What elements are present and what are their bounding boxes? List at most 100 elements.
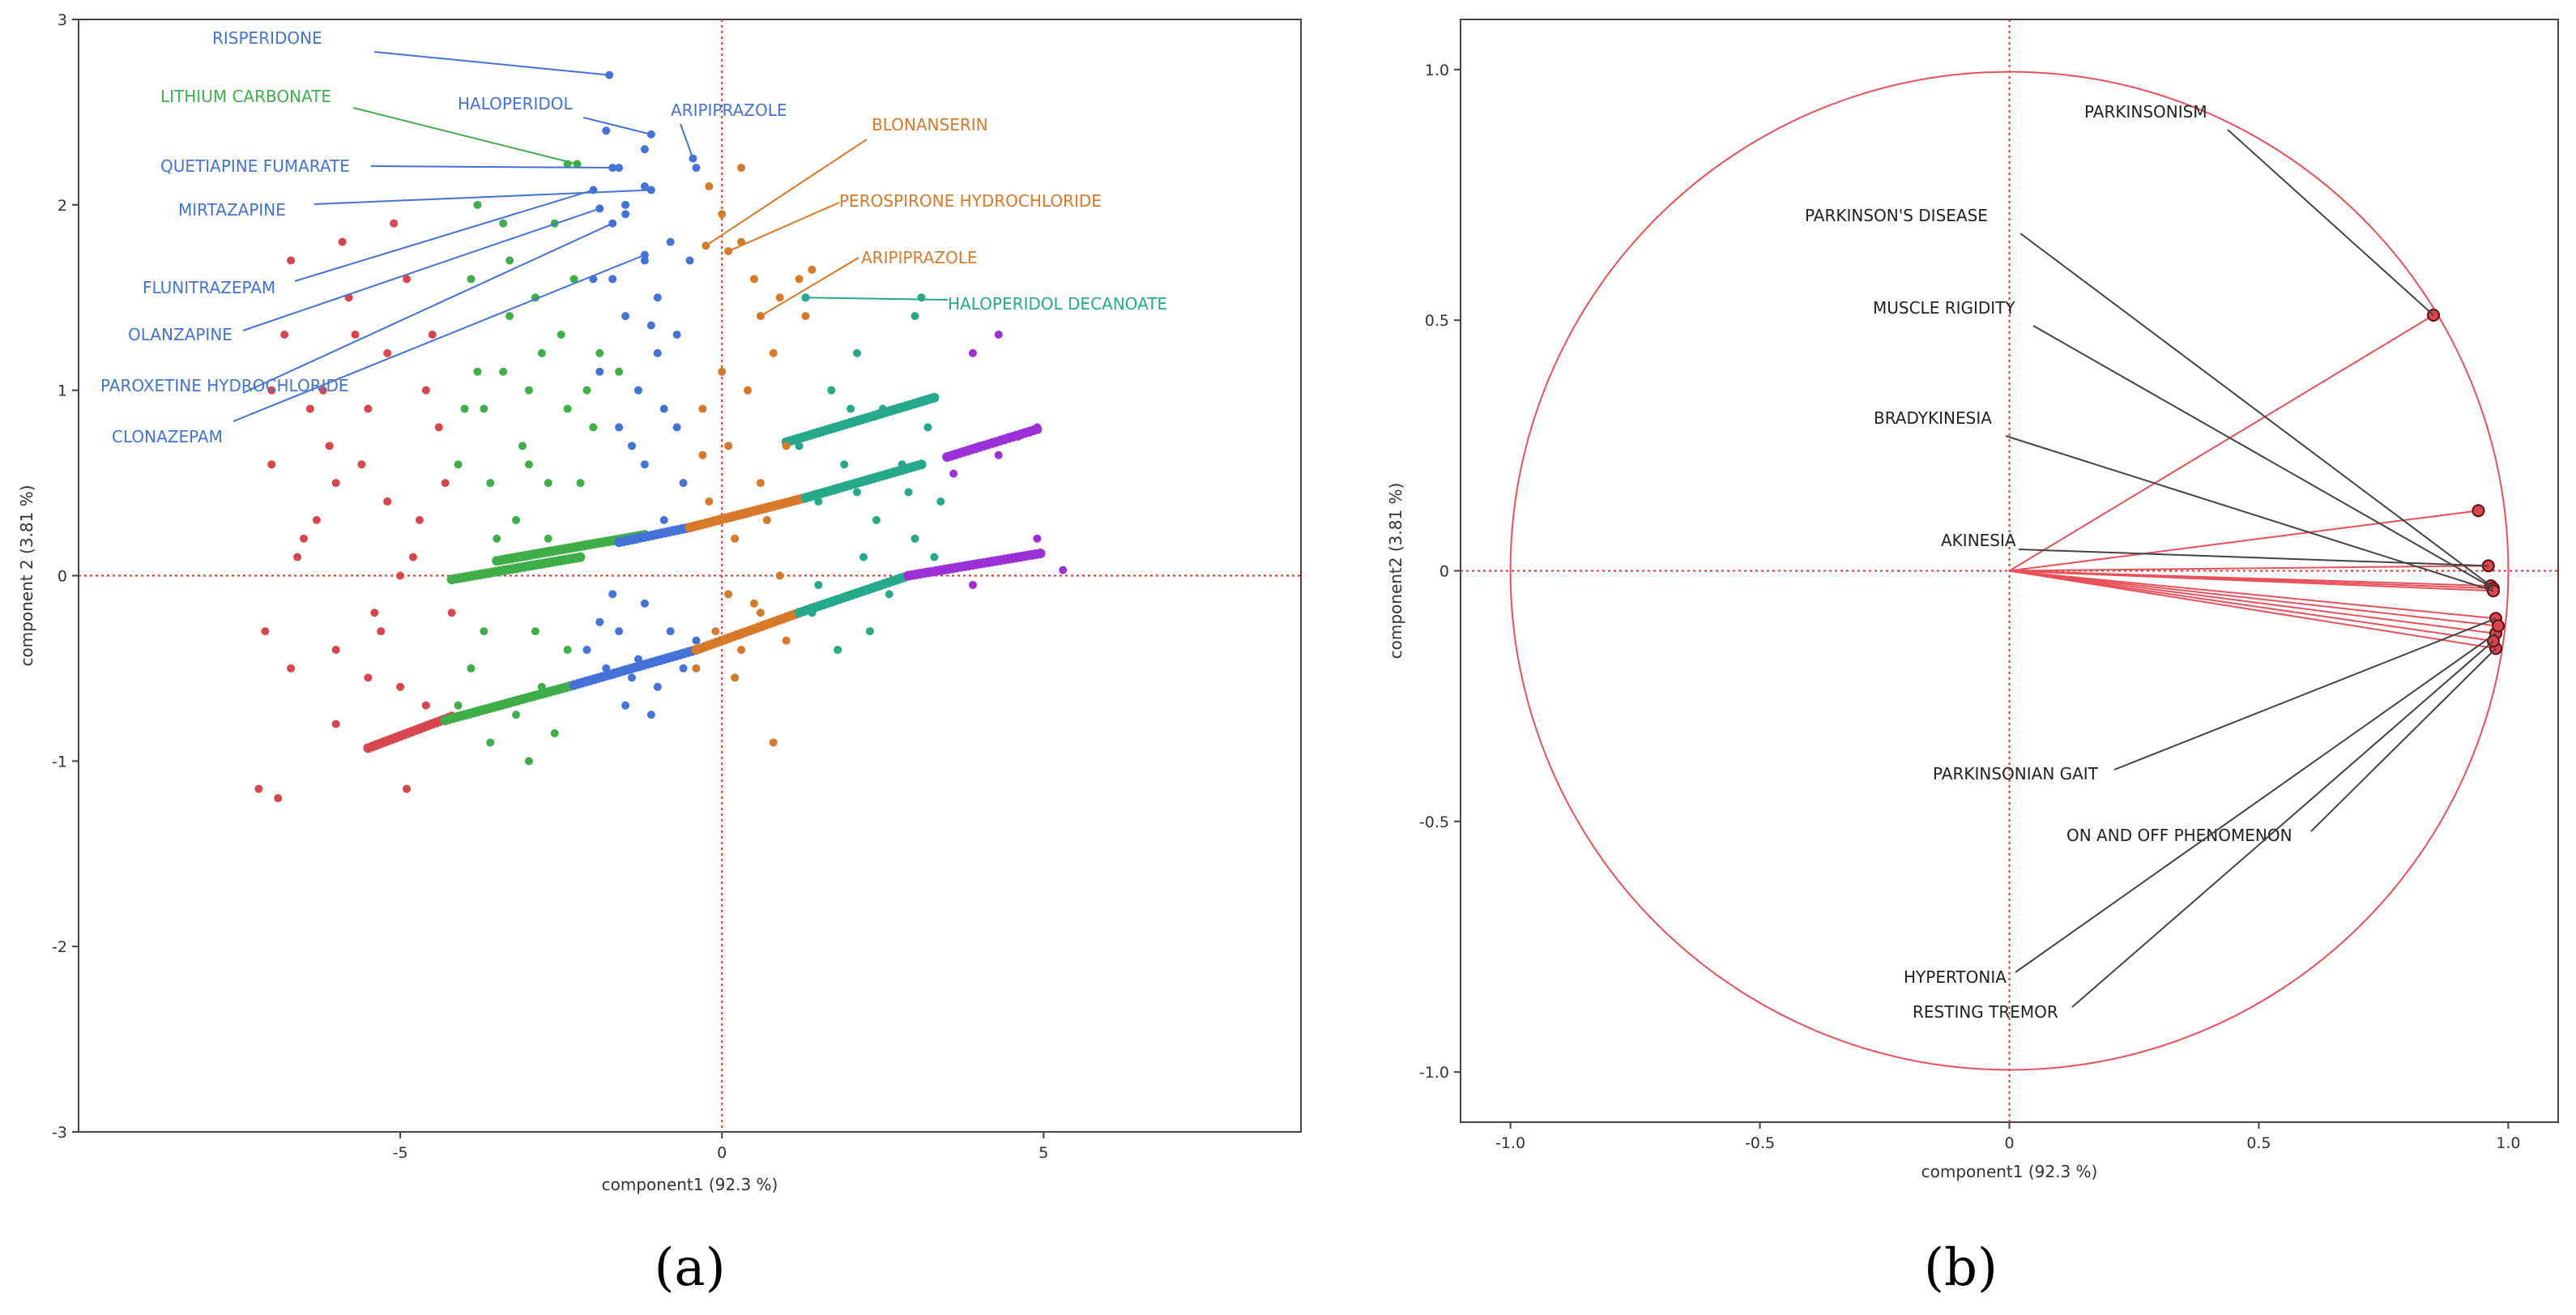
data-point — [646, 711, 655, 719]
loading-vector — [2009, 565, 2489, 572]
annotation-label: ARIPIPRAZOLE — [861, 248, 978, 267]
data-point — [287, 256, 296, 265]
data-point — [569, 275, 578, 284]
data-point — [499, 367, 508, 376]
loading-point — [2492, 619, 2506, 633]
annotation-label: ON AND OFF PHENOMENON — [2066, 826, 2292, 845]
data-point — [608, 590, 617, 599]
data-point — [718, 367, 727, 376]
data-point — [731, 673, 740, 682]
data-point — [711, 627, 720, 636]
data-point — [403, 784, 412, 793]
data-point — [582, 386, 591, 395]
annotation-leader-line — [313, 189, 651, 205]
y-tick-label: -0.5 — [1419, 813, 1449, 831]
x-tick-label: -5 — [393, 1144, 408, 1162]
loading-vector — [2009, 570, 2493, 592]
data-point — [364, 673, 373, 682]
data-point — [512, 515, 521, 524]
data-point — [659, 404, 668, 413]
data-point — [621, 312, 630, 321]
data-point — [1013, 432, 1022, 441]
data-point — [916, 459, 927, 470]
panel-b-ticks: -1.0 -0.5 0 0.5 1.0 -1.0 -0.5 0 0.5 1.0 — [1419, 62, 2521, 1152]
data-point — [685, 256, 694, 265]
data-point — [756, 608, 765, 617]
data-point — [885, 590, 893, 599]
annotation-leader-line — [2113, 617, 2497, 771]
data-point — [731, 534, 740, 543]
panel-a-x-axis-label: component1 (92.3 %) — [602, 1175, 778, 1194]
data-point — [911, 534, 919, 543]
annotation-label: PAROXETINE HYDROCHLORIDE — [100, 376, 349, 395]
annotation-label: BRADYKINESIA — [1874, 408, 1992, 428]
data-point — [499, 219, 508, 228]
data-point — [775, 293, 784, 302]
panel-b-caption: (b) — [1924, 1238, 1998, 1298]
annotation-leader-line — [2310, 647, 2497, 832]
data-point — [467, 664, 476, 672]
data-point — [621, 200, 630, 209]
data-point — [602, 126, 611, 135]
data-point — [1033, 534, 1042, 543]
data-point — [640, 256, 649, 265]
data-point — [628, 673, 637, 682]
data-point — [274, 794, 283, 803]
panel-a-caption: (a) — [654, 1238, 725, 1298]
data-point — [633, 655, 642, 664]
annotation-label: HALOPERIDOL — [458, 94, 574, 113]
data-point — [557, 331, 565, 339]
data-point — [338, 237, 347, 246]
annotation-leader-line — [2032, 325, 2494, 590]
annotation-label: MIRTAZAPINE — [178, 200, 286, 220]
data-point — [486, 479, 495, 488]
data-point — [692, 664, 701, 672]
annotation-leader-line — [2227, 129, 2434, 316]
y-tick-label: 0 — [1439, 563, 1449, 581]
data-point — [305, 404, 314, 413]
data-point — [640, 145, 649, 154]
data-point — [621, 210, 630, 219]
data-point — [749, 599, 758, 608]
data-point — [434, 423, 443, 432]
data-point — [299, 534, 308, 543]
data-point — [408, 553, 417, 561]
data-point — [537, 348, 546, 357]
annotation-label: LITHIUM CARBONATE — [160, 87, 331, 106]
data-point — [679, 664, 688, 672]
data-point — [473, 200, 482, 209]
data-point — [698, 404, 707, 413]
data-point — [524, 757, 533, 766]
data-point — [370, 608, 379, 617]
data-point — [840, 460, 849, 469]
data-point — [267, 386, 276, 395]
data-point — [1035, 549, 1046, 559]
annotation-leader-line — [2005, 435, 2494, 592]
annotation-leader-line — [294, 189, 594, 282]
panel-a-annotations: RISPERIDONE LITHIUM CARBONATE HALOPERIDOL A… — [100, 28, 1167, 446]
annotation-leader-line — [242, 222, 613, 394]
data-point — [1033, 423, 1042, 432]
data-point — [968, 580, 977, 589]
data-point — [782, 636, 791, 645]
annotation-leader-line — [373, 51, 610, 76]
annotated-point — [640, 250, 649, 259]
data-point — [904, 488, 913, 497]
data-point — [396, 571, 405, 580]
data-point — [421, 386, 430, 395]
x-tick-label: 5 — [1039, 1144, 1048, 1162]
y-tick-label: 0 — [58, 568, 67, 586]
data-point — [724, 590, 733, 599]
annotated-point — [801, 293, 810, 302]
annotation-leader-line — [2071, 640, 2494, 1008]
data-point — [666, 237, 675, 246]
x-tick-label: 0 — [2004, 1134, 2014, 1152]
data-point — [537, 682, 546, 691]
data-point — [968, 348, 977, 357]
data-point — [640, 599, 649, 608]
panel-a-reference-lines — [79, 19, 1301, 1132]
data-point — [930, 553, 939, 561]
data-point — [467, 275, 476, 284]
data-point — [646, 321, 655, 330]
